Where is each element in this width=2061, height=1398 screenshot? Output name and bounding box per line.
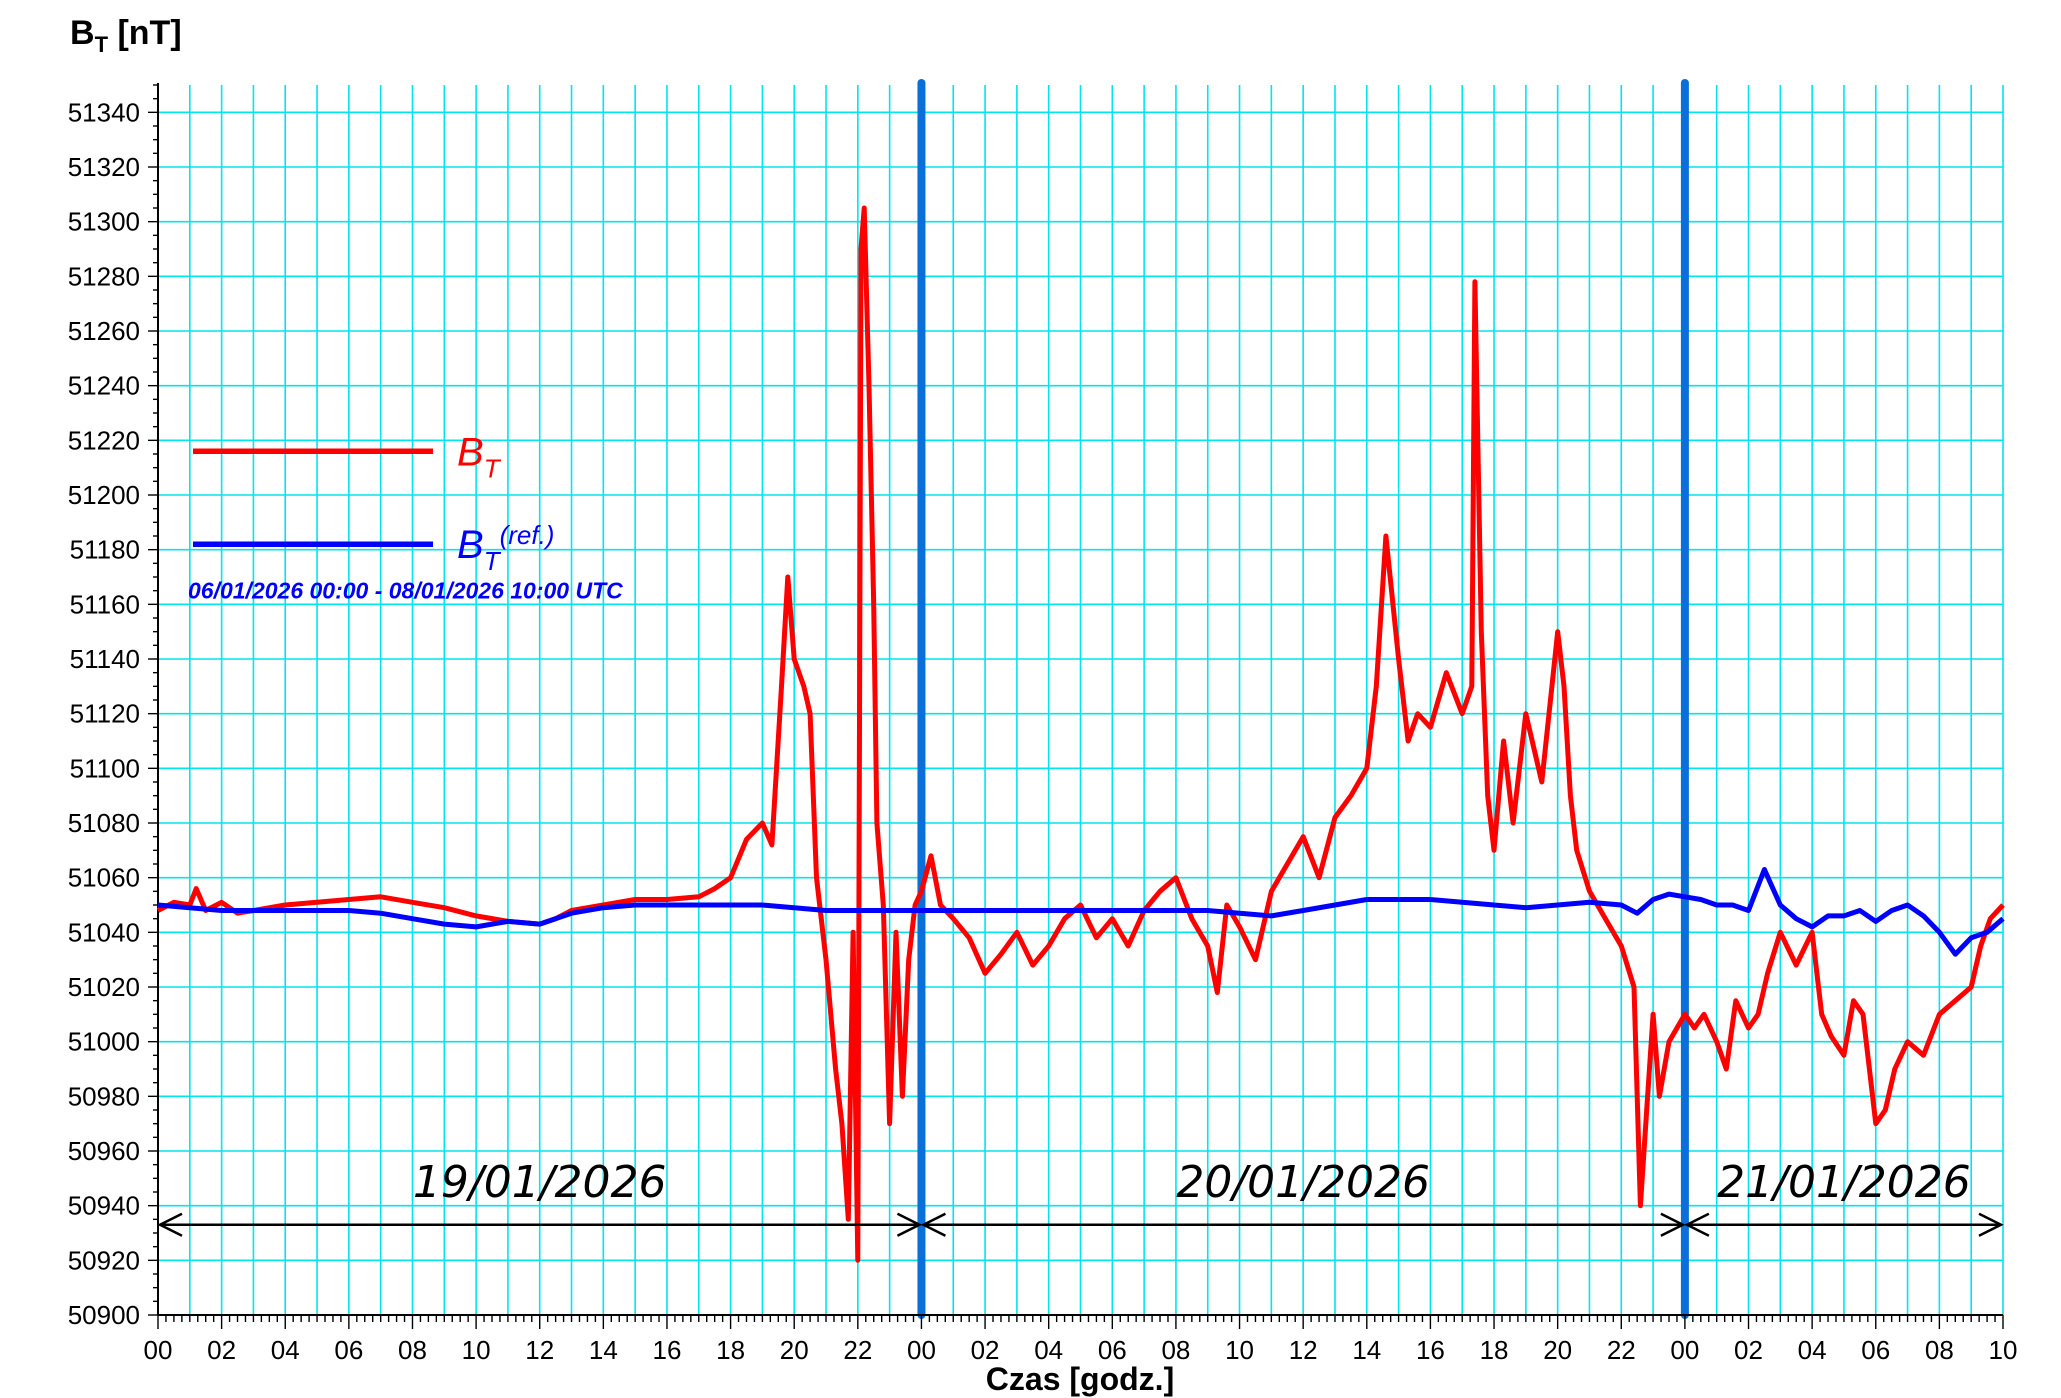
grid: [157, 85, 2004, 1316]
x-tick-label: 12: [525, 1335, 554, 1365]
y-tick-label: 51160: [70, 589, 140, 619]
time-range-text: 06/01/2026 00:00 - 08/01/2026 10:00 UTC: [188, 578, 623, 604]
x-tick-label: 02: [971, 1335, 1000, 1365]
x-tick-label: 06: [1861, 1335, 1890, 1365]
y-tick-label: 50960: [68, 1136, 140, 1166]
date-range-arrowhead-right: [896, 1212, 923, 1237]
x-tick-label: 10: [1989, 1335, 2018, 1365]
y-axis-title-main: B: [70, 14, 95, 52]
x-tick-label: 08: [1161, 1335, 1190, 1365]
x-tick-label: 00: [1670, 1335, 1699, 1365]
legend-label-bt: BT: [457, 430, 502, 483]
y-tick-label: 51340: [68, 97, 140, 127]
y-axis-title-sub: T: [95, 32, 109, 57]
date-range-arrowhead-left: [1684, 1212, 1710, 1237]
y-tick-label: 50920: [68, 1245, 140, 1275]
date-range-arrowhead-right: [1660, 1212, 1686, 1237]
y-tick-label: 51140: [70, 644, 140, 674]
x-tick-label: 08: [398, 1335, 427, 1365]
x-tick-label: 22: [1607, 1335, 1636, 1365]
y-tick-labels: 50900 50920 50940 50960 50980 51000 51020 51040…: [68, 97, 140, 1330]
x-tick-label: 20: [780, 1335, 809, 1365]
day-boundary-lines: [917, 79, 1689, 1319]
y-tick-label: 51100: [70, 753, 140, 783]
date-label: 19/01/2026: [413, 1157, 667, 1208]
x-tick-label: 02: [207, 1335, 236, 1365]
y-tick-label: 51240: [68, 371, 140, 401]
date-range-arrowhead-right: [1978, 1212, 2004, 1237]
x-tick-labels: 00 02 04 06 08 10 12 14 16 18 20 22 00 02 04 06 08 10 12 14…: [144, 1335, 2018, 1365]
x-tick-label: 04: [1034, 1335, 1063, 1365]
legend: BT BT(ref.)06/01/2026 00:00 - 08/01/2026 …: [188, 430, 623, 603]
x-tick-label: 02: [1734, 1335, 1763, 1365]
y-tick-label: 51000: [68, 1027, 140, 1057]
x-tick-label: 04: [1798, 1335, 1827, 1365]
y-tick-label: 50940: [68, 1191, 140, 1221]
x-tick-label: 14: [1352, 1335, 1381, 1365]
series-line-bt-ref: [157, 867, 2005, 957]
y-tick-label: 51120: [70, 699, 140, 729]
y-tick-label: 51220: [68, 425, 140, 455]
y-tick-label: 51320: [68, 152, 140, 182]
y-axis-title-unit: [nT]: [108, 14, 182, 52]
y-tick-label: 50980: [68, 1081, 140, 1111]
x-tick-label: 18: [1480, 1335, 1509, 1365]
date-ranges: 19/01/2026 20/01/2026 21/01/2026: [157, 1157, 2004, 1237]
x-tick-label: 06: [334, 1335, 363, 1365]
x-tick-label: 14: [589, 1335, 618, 1365]
x-axis-title: Czas [godz.]: [986, 1361, 1174, 1397]
y-tick-label: 50900: [68, 1300, 140, 1330]
y-tick-label: 51200: [68, 480, 140, 510]
y-tick-label: 51280: [68, 261, 140, 291]
y-tick-label: 51300: [68, 207, 140, 237]
x-tick-label: 06: [1098, 1335, 1127, 1365]
x-tick-label: 16: [653, 1335, 682, 1365]
x-tick-label: 10: [462, 1335, 491, 1365]
y-tick-label: 51020: [68, 972, 140, 1002]
x-tick-label: 00: [144, 1335, 173, 1365]
y-tick-label: 51260: [68, 316, 140, 346]
x-tick-label: 12: [1289, 1335, 1318, 1365]
x-tick-label: 16: [1416, 1335, 1445, 1365]
y-tick-label: 51040: [68, 917, 140, 947]
axes: [148, 83, 2004, 1329]
x-tick-label: 00: [907, 1335, 936, 1365]
x-tick-label: 08: [1925, 1335, 1954, 1365]
series-line-bt: [156, 205, 2005, 1263]
date-range-arrowhead-left: [920, 1212, 947, 1237]
y-axis-title: BT [nT]: [70, 14, 182, 57]
series-lines: [156, 205, 2005, 1263]
date-label: 20/01/2026: [1176, 1157, 1430, 1208]
x-tick-label: 20: [1543, 1335, 1572, 1365]
date-range-arrowhead-left: [157, 1212, 183, 1237]
date-label: 21/01/2026: [1717, 1157, 1971, 1208]
y-tick-label: 51180: [70, 535, 140, 565]
y-tick-label: 51080: [68, 808, 140, 838]
y-tick-label: 51060: [68, 863, 140, 893]
legend-label-bt-ref: BT(ref.): [457, 520, 554, 576]
x-tick-label: 10: [1225, 1335, 1254, 1365]
x-tick-label: 22: [843, 1335, 872, 1365]
x-tick-label: 18: [716, 1335, 745, 1365]
x-tick-label: 04: [271, 1335, 300, 1365]
